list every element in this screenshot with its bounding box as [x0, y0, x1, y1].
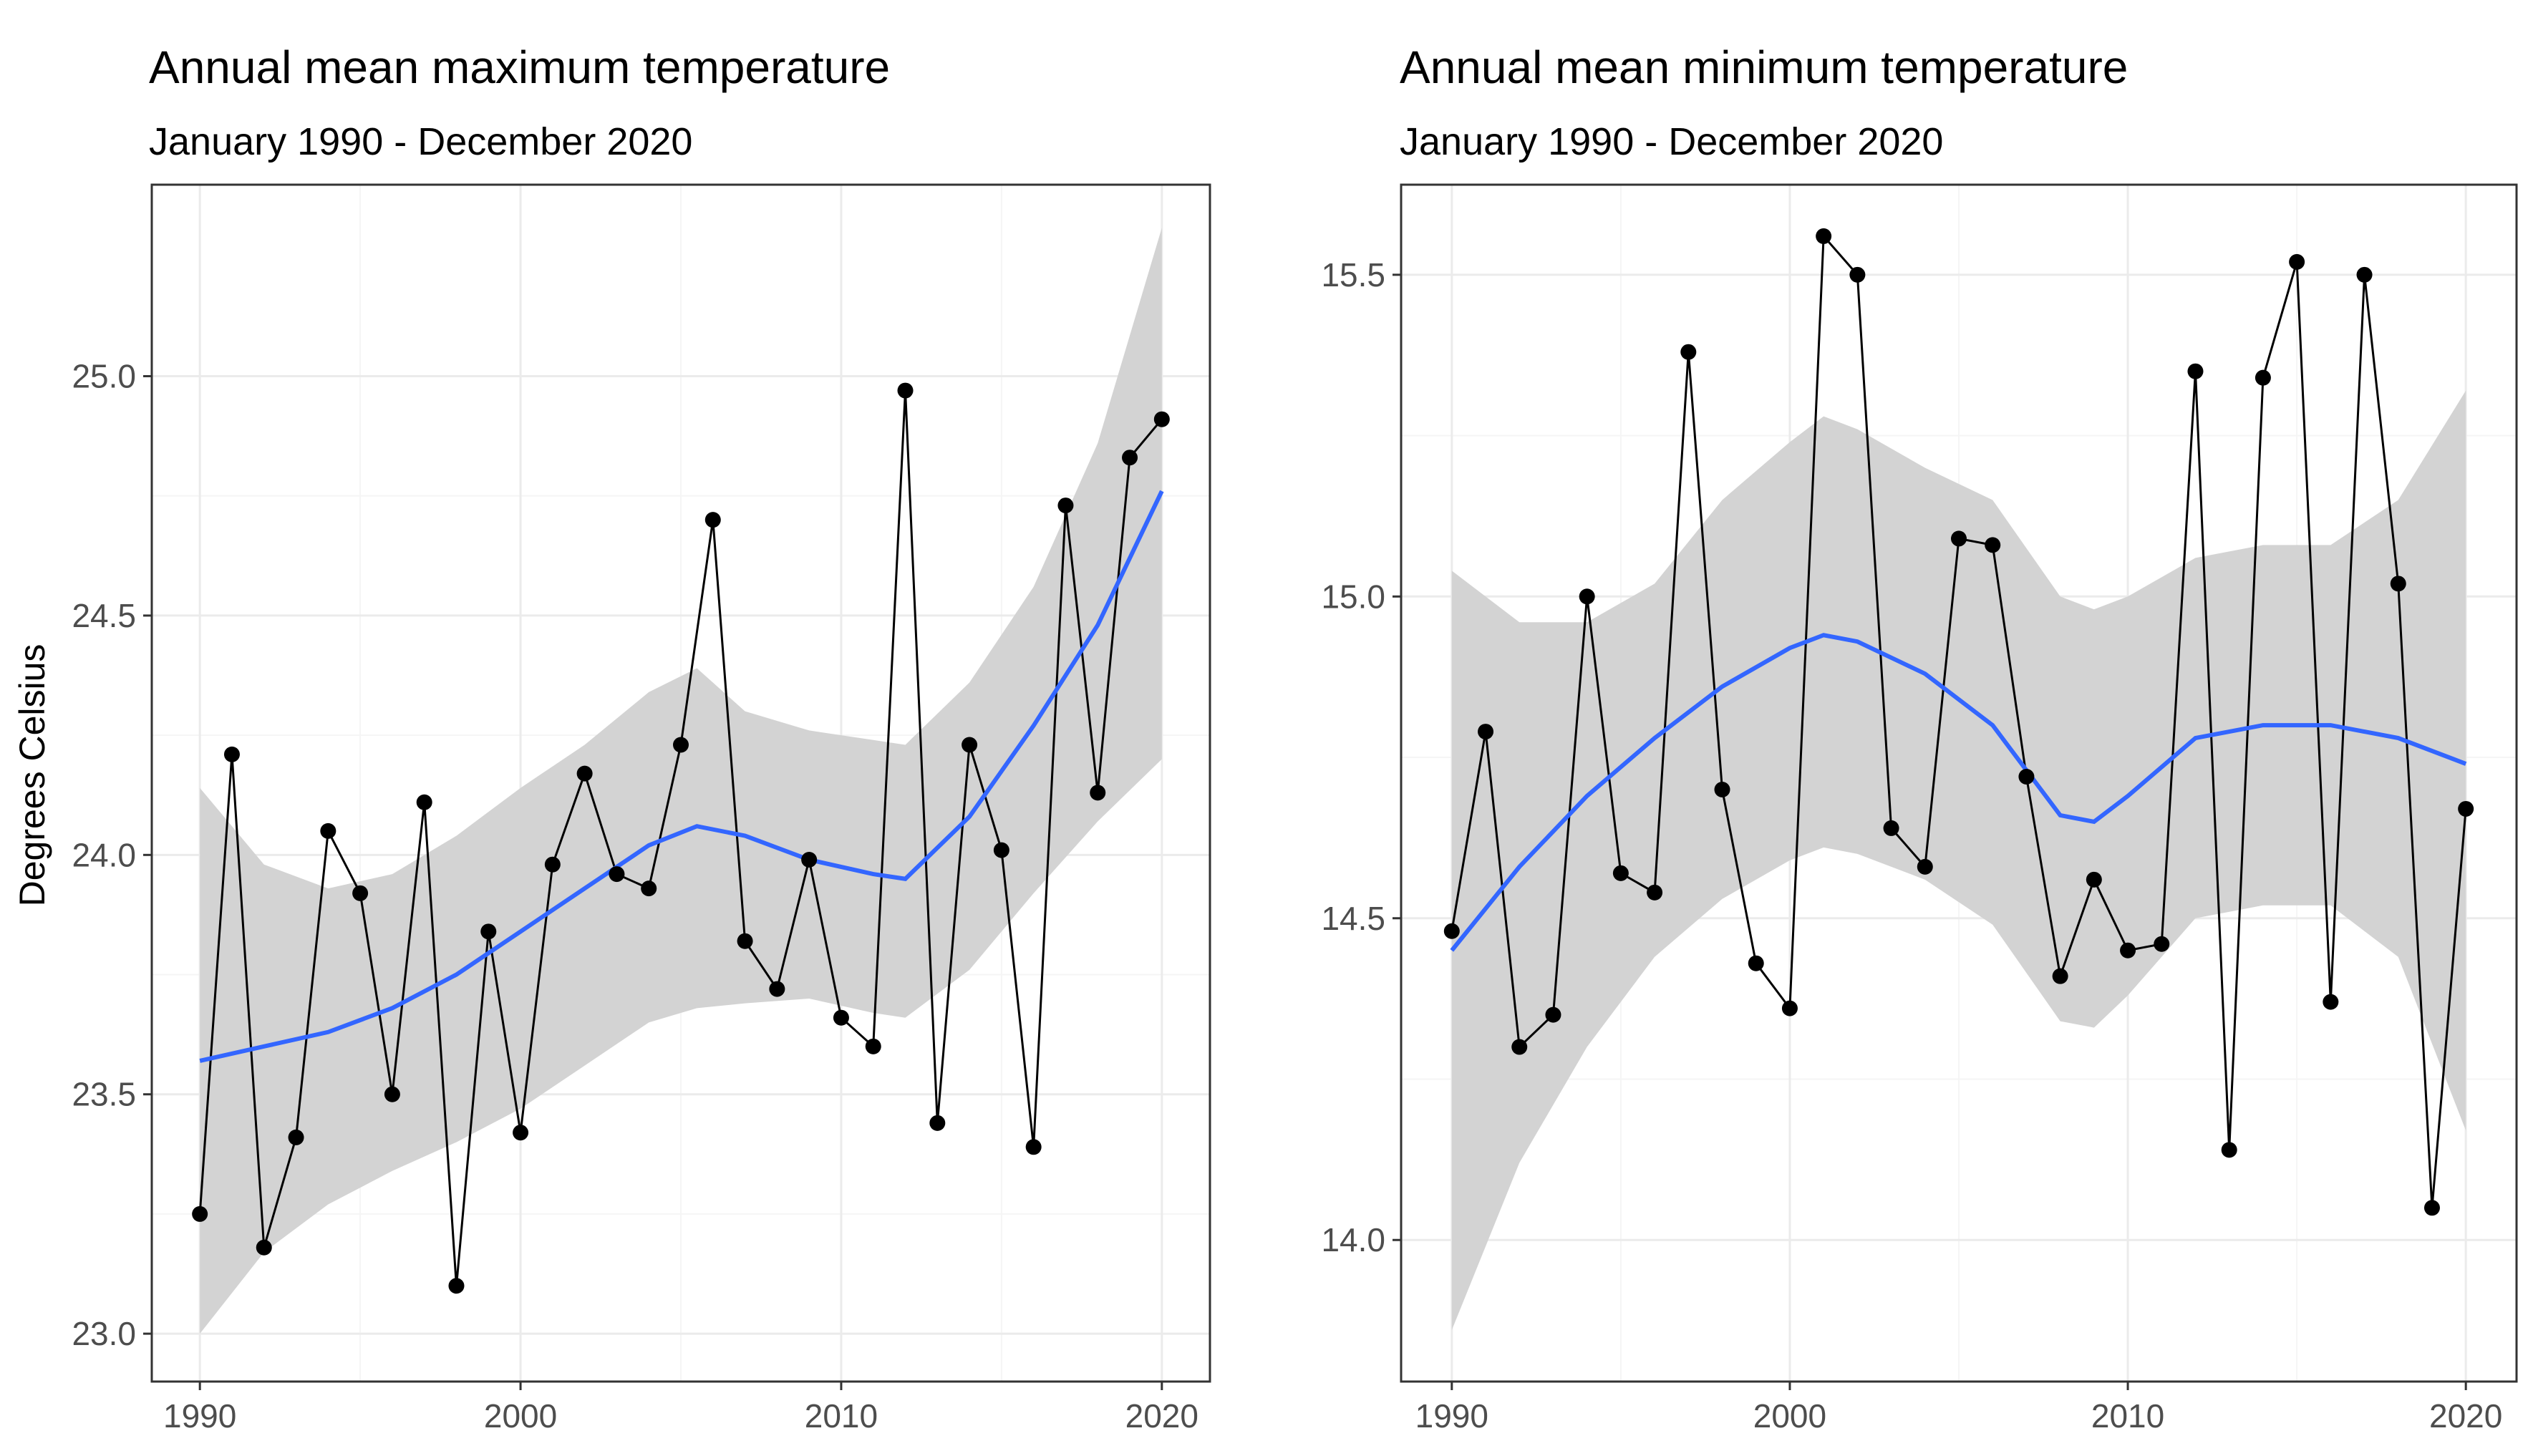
y-tick-label: 23.5 [72, 1076, 136, 1113]
data-point [1090, 785, 1106, 801]
data-point [2423, 1200, 2440, 1216]
data-point [801, 852, 818, 868]
data-point [2086, 871, 2102, 888]
data-point [1781, 1000, 1798, 1016]
data-point [865, 1038, 881, 1054]
data-point [2120, 942, 2136, 958]
data-point [1680, 344, 1697, 360]
x-tick-label: 2000 [1753, 1397, 1826, 1435]
trend-line [199, 490, 1164, 1063]
data-point [448, 1278, 465, 1294]
x-tick-label: 2000 [484, 1397, 557, 1435]
data-point [2289, 253, 2305, 270]
y-tick-label: 14.0 [1321, 1221, 1385, 1258]
chart-title: Annual mean minimum temperature [1400, 42, 2128, 93]
x-tick-label: 2010 [805, 1397, 878, 1435]
min-temperature-chart: Annual mean minimum temperature January … [1321, 42, 2518, 1435]
chart-subtitle: January 1990 - December 2020 [149, 120, 692, 163]
y-tick-label: 25.0 [72, 358, 136, 395]
panel-border [1400, 183, 2518, 1383]
data-point [513, 1125, 529, 1141]
x-tick-label: 2020 [1125, 1397, 1198, 1435]
data-point [1714, 781, 1730, 797]
data-point [384, 1086, 400, 1102]
data-point [1025, 1139, 1042, 1155]
plot-panel: 1990 2000 2010 2020 23.0 23.5 24.0 24.5 25.0 [72, 183, 1211, 1435]
data-point [962, 737, 978, 753]
chart-subtitle: January 1990 - December 2020 [1400, 120, 1943, 163]
data-point [2323, 994, 2339, 1010]
data-point [609, 866, 625, 883]
data-point [2356, 266, 2373, 283]
data-point [1748, 955, 1764, 971]
confidence-band [1451, 390, 2466, 1331]
data-point [2255, 369, 2271, 386]
data-point [2154, 936, 2170, 952]
trend-line [1450, 633, 2467, 952]
data-point [1511, 1039, 1528, 1055]
y-tick-label: 15.5 [1321, 256, 1385, 293]
data-point [352, 885, 369, 901]
data-point [2458, 800, 2474, 817]
y-tick-label: 14.5 [1321, 900, 1385, 937]
data-point [1057, 498, 1074, 514]
x-tick-label: 1990 [163, 1397, 236, 1435]
data-point [320, 822, 336, 839]
data-point [1579, 588, 1595, 605]
x-tick-label: 2020 [2429, 1397, 2502, 1435]
data-point [641, 880, 657, 897]
data-point [2187, 363, 2204, 379]
y-tick-label: 23.0 [72, 1315, 136, 1352]
data-point [833, 1009, 849, 1026]
y-tick-label: 24.0 [72, 836, 136, 873]
data-point [1443, 923, 1460, 939]
data-point [1985, 537, 2001, 553]
data-point [737, 933, 753, 949]
data-point [929, 1115, 946, 1131]
data-point [1612, 865, 1629, 881]
data-point [256, 1239, 272, 1256]
data-point [1478, 724, 1494, 740]
data-point [544, 856, 561, 873]
max-temperature-chart: Annual mean maximum temperature January … [12, 42, 1211, 1435]
data-point [1917, 858, 1933, 875]
chart-title: Annual mean maximum temperature [149, 42, 890, 93]
data-point [416, 794, 432, 810]
data-point [2018, 769, 2035, 785]
data-point [2221, 1142, 2237, 1158]
data-point [2052, 968, 2068, 984]
data-point [993, 842, 1009, 858]
y-axis-label: Degrees Celsius [12, 644, 52, 907]
x-tick-label: 1990 [1415, 1397, 1488, 1435]
data-point [1647, 884, 1663, 901]
data-point [1545, 1006, 1561, 1023]
data-point [1951, 530, 1967, 547]
data-point [1883, 820, 1899, 836]
y-tick-label: 24.5 [72, 597, 136, 634]
y-tick-label: 15.0 [1321, 578, 1385, 615]
data-point [1122, 450, 1138, 466]
data-point [480, 923, 497, 940]
data-point [673, 737, 689, 753]
data-point [288, 1129, 304, 1145]
data-point [1816, 228, 1832, 244]
data-point [2390, 576, 2406, 592]
data-point [1153, 411, 1170, 427]
data-point [704, 512, 721, 528]
data-point [223, 746, 240, 762]
data-point [192, 1205, 208, 1222]
data-point [769, 981, 785, 997]
panel-border [150, 183, 1211, 1383]
plot-panel: 1990 2000 2010 2020 14.0 14.5 15.0 15.5 [1321, 183, 2518, 1435]
data-point [576, 765, 593, 782]
x-tick-label: 2010 [2091, 1397, 2164, 1435]
data-point [1849, 266, 1866, 283]
data-point [897, 382, 914, 399]
